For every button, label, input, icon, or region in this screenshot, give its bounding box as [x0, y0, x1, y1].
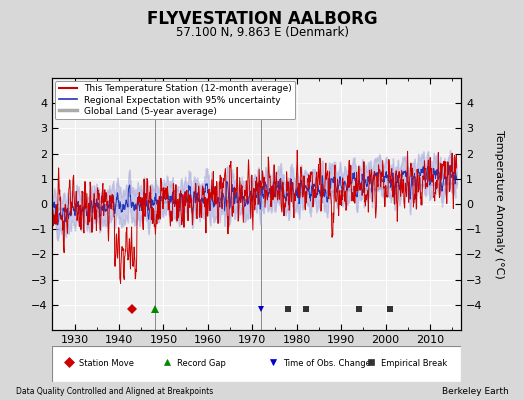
Text: FLYVESTATION AALBORG: FLYVESTATION AALBORG [147, 10, 377, 28]
Legend: This Temperature Station (12-month average), Regional Expectation with 95% uncer: This Temperature Station (12-month avera… [55, 81, 296, 120]
Text: Station Move: Station Move [79, 359, 134, 368]
Text: 57.100 N, 9.863 E (Denmark): 57.100 N, 9.863 E (Denmark) [176, 26, 348, 39]
Text: Data Quality Controlled and Aligned at Breakpoints: Data Quality Controlled and Aligned at B… [16, 387, 213, 396]
Text: Empirical Break: Empirical Break [381, 359, 447, 368]
Y-axis label: Temperature Anomaly (°C): Temperature Anomaly (°C) [494, 130, 504, 278]
Text: Berkeley Earth: Berkeley Earth [442, 387, 508, 396]
Text: Time of Obs. Change: Time of Obs. Change [283, 359, 371, 368]
Text: Record Gap: Record Gap [177, 359, 226, 368]
FancyBboxPatch shape [52, 346, 461, 382]
